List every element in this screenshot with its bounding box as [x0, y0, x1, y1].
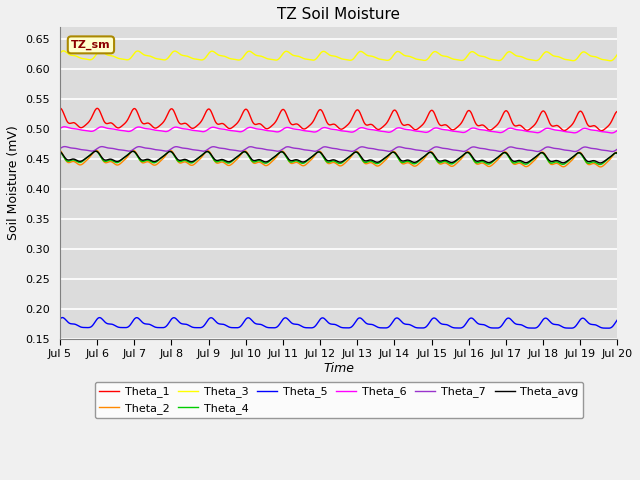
Theta_7	[426, 147, 433, 153]
Theta_5	[56, 316, 64, 322]
Theta_2	[56, 147, 64, 153]
Theta_4	[614, 151, 621, 156]
Line: Theta_avg: Theta_avg	[60, 151, 618, 163]
Theta_5	[548, 320, 556, 326]
Line: Theta_2: Theta_2	[60, 150, 618, 167]
Theta_2	[243, 149, 250, 155]
Theta_6	[167, 127, 175, 132]
Theta_5	[167, 317, 175, 323]
Line: Theta_7: Theta_7	[60, 146, 618, 152]
Theta_3	[60, 48, 67, 54]
Theta_1	[166, 107, 174, 112]
Theta_1	[614, 108, 621, 114]
Legend: Theta_1, Theta_2, Theta_3, Theta_4, Theta_5, Theta_6, Theta_7, Theta_avg: Theta_1, Theta_2, Theta_3, Theta_4, Thet…	[95, 382, 583, 418]
Theta_7	[614, 146, 621, 152]
Theta_avg	[596, 160, 604, 166]
Theta_4	[243, 150, 250, 156]
Theta_1	[547, 122, 555, 128]
Theta_5	[426, 320, 433, 325]
Theta_6	[499, 129, 506, 135]
Theta_2	[614, 150, 621, 156]
Theta_5	[243, 315, 250, 321]
Theta_4	[499, 151, 506, 156]
Line: Theta_4: Theta_4	[60, 151, 618, 165]
Theta_4	[180, 157, 188, 163]
Theta_5	[499, 322, 506, 327]
Theta_avg	[426, 149, 433, 155]
Theta_2	[499, 151, 506, 156]
Theta_3	[243, 49, 250, 55]
Theta_1	[56, 105, 64, 111]
Theta_avg	[548, 158, 556, 164]
Theta_5	[604, 325, 612, 331]
Theta_avg	[243, 150, 250, 156]
Theta_5	[58, 315, 66, 321]
Line: Theta_6: Theta_6	[60, 127, 618, 133]
Theta_6	[426, 128, 433, 134]
Theta_1	[180, 120, 188, 126]
Title: TZ Soil Moisture: TZ Soil Moisture	[277, 7, 400, 22]
Theta_avg	[180, 156, 188, 162]
Theta_7	[608, 149, 616, 155]
Theta_1	[243, 107, 250, 112]
Theta_7	[180, 145, 188, 151]
Theta_6	[548, 126, 556, 132]
Theta_3	[426, 54, 433, 60]
Theta_5	[180, 321, 188, 327]
Theta_avg	[167, 149, 175, 155]
Theta_3	[167, 51, 175, 57]
Theta_2	[426, 149, 433, 155]
Theta_2	[93, 147, 100, 153]
Theta_3	[180, 53, 188, 59]
Theta_3	[56, 50, 64, 56]
Theta_2	[596, 164, 604, 170]
Theta_3	[614, 51, 621, 57]
Theta_4	[548, 160, 556, 166]
Line: Theta_3: Theta_3	[60, 51, 618, 61]
Theta_6	[608, 130, 616, 136]
Line: Theta_5: Theta_5	[60, 318, 618, 328]
Theta_4	[426, 150, 433, 156]
Theta_6	[180, 126, 188, 132]
Theta_7	[499, 148, 506, 154]
Theta_4	[56, 149, 64, 155]
Line: Theta_1: Theta_1	[60, 108, 618, 131]
Theta_4	[596, 162, 604, 168]
Y-axis label: Soil Moisture (mV): Soil Moisture (mV)	[7, 126, 20, 240]
Theta_1	[498, 114, 506, 120]
Theta_avg	[499, 151, 506, 156]
Theta_avg	[92, 148, 100, 154]
Theta_2	[167, 148, 175, 154]
Text: TZ_sm: TZ_sm	[71, 40, 111, 50]
Theta_4	[167, 149, 175, 155]
Theta_7	[167, 146, 175, 152]
Theta_avg	[56, 149, 64, 155]
Theta_3	[499, 56, 506, 61]
Theta_6	[60, 124, 68, 130]
Theta_1	[598, 128, 605, 133]
Theta_avg	[614, 150, 621, 156]
Theta_5	[614, 317, 621, 323]
X-axis label: Time: Time	[323, 362, 354, 375]
Theta_2	[180, 159, 188, 165]
Theta_6	[243, 126, 250, 132]
Theta_2	[548, 162, 556, 168]
Theta_7	[61, 144, 68, 149]
Theta_7	[548, 145, 556, 151]
Theta_4	[92, 148, 99, 154]
Theta_1	[426, 110, 433, 116]
Theta_3	[606, 58, 614, 64]
Theta_6	[614, 127, 621, 133]
Theta_3	[548, 52, 556, 58]
Theta_7	[56, 146, 64, 152]
Theta_6	[56, 126, 64, 132]
Theta_7	[243, 145, 250, 151]
